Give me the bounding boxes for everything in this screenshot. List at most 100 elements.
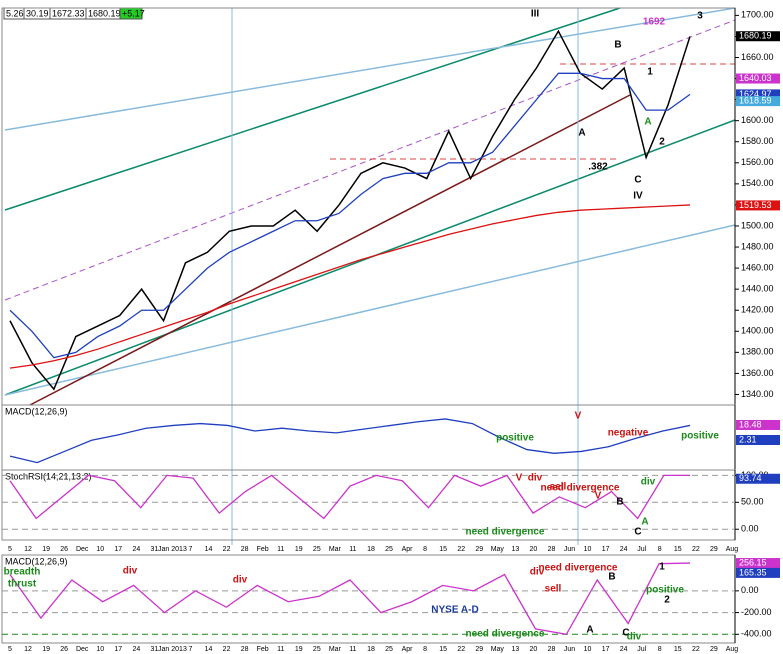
x-tick-label: 17 (602, 546, 610, 553)
value-marker (736, 419, 780, 430)
annotation: div (530, 567, 545, 578)
quote-value: 1672.33 (52, 8, 85, 18)
value-marker-label: 93.74 (739, 473, 762, 483)
y-tick-label: 1460.00 (741, 262, 774, 272)
x-tick-label: 29 (710, 546, 718, 553)
y-tick-label: 1560.00 (741, 157, 774, 167)
x-tick-label: Jul (637, 546, 646, 553)
x-tick-label: 24 (620, 546, 628, 553)
annotation: 3 (697, 11, 703, 22)
x-tick-label: 19 (295, 546, 303, 553)
annotation: positive (681, 431, 719, 442)
annotation: div (233, 575, 248, 586)
annotation: need divergence (466, 629, 545, 640)
x-tick-label: Jan 2013 (158, 646, 187, 653)
value-marker-label: 2.31 (739, 434, 757, 444)
annotation: div (641, 477, 656, 488)
x-tick-label: 11 (277, 646, 284, 653)
annotation: B (614, 40, 621, 51)
x-tick-label: 26 (60, 646, 68, 653)
annotation: need divergence (466, 527, 545, 538)
value-marker (736, 434, 780, 445)
x-tick-label: 17 (602, 646, 610, 653)
x-tick-label: Jul (637, 646, 646, 653)
x-tick-label: 19 (42, 546, 50, 553)
annotation: div (123, 566, 138, 577)
x-tick-label: 26 (60, 546, 68, 553)
value-marker (736, 96, 780, 107)
x-tick-label: 11 (277, 546, 284, 553)
x-tick-label: 18 (367, 546, 375, 553)
x-tick-label: 7 (189, 646, 193, 653)
value-marker-label: 165.35 (739, 567, 767, 577)
annotation: V (595, 491, 602, 502)
x-tick-label: Aug (726, 546, 739, 553)
x-tick-label: Apr (402, 646, 414, 653)
y-tick-label: 1600.00 (741, 115, 774, 125)
annotation: IV (633, 191, 643, 202)
y-tick-label: 1420.00 (741, 305, 774, 315)
y-tick-label: 50.00 (741, 497, 764, 507)
x-tick-label: 7 (189, 546, 193, 553)
annotation: V (516, 473, 523, 484)
x-tick-label: 28 (548, 546, 556, 553)
value-marker (736, 473, 780, 484)
x-tick-label: 15 (674, 546, 682, 553)
x-tick-label: 8 (658, 646, 662, 653)
x-tick-label: 13 (511, 546, 519, 553)
y-tick-label: 1400.00 (741, 326, 774, 336)
annotation: div (528, 473, 543, 484)
x-tick-label: 22 (223, 546, 231, 553)
annotation: B (608, 572, 615, 583)
series-line (9, 29, 691, 391)
annotation: NYSE A-D (431, 605, 478, 616)
quote-value: +5.17 (122, 8, 145, 18)
quote-value: 30.19 (26, 8, 49, 18)
value-marker-label: 1618.59 (739, 95, 772, 105)
x-tick-label: 20 (530, 546, 538, 553)
x-tick-label: 8 (658, 546, 662, 553)
x-tick-label: 25 (313, 546, 321, 553)
x-tick-label: 24 (132, 546, 140, 553)
x-tick-label: 8 (423, 546, 427, 553)
quote-value: 5.26 (6, 8, 24, 18)
value-marker-label: 1640.03 (739, 73, 772, 83)
x-tick-label: 24 (620, 646, 628, 653)
x-tick-label: 14 (205, 546, 213, 553)
x-tick-label: 31 (150, 546, 158, 553)
annotation: need divergence (539, 563, 618, 574)
x-tick-label: 17 (114, 646, 122, 653)
x-tick-label: 20 (530, 646, 538, 653)
x-tick-label: 28 (548, 646, 556, 653)
x-tick-label: 22 (457, 646, 465, 653)
x-tick-label: 10 (96, 546, 104, 553)
x-tick-label: 22 (692, 646, 700, 653)
x-tick-label: 31 (150, 646, 158, 653)
x-tick-label: 25 (385, 646, 393, 653)
x-tick-label: 19 (295, 646, 303, 653)
x-tick-label: Aug (726, 646, 739, 653)
annotation: positive (646, 585, 684, 596)
y-tick-label: 1440.00 (741, 284, 774, 294)
y-tick-label: 1380.00 (741, 347, 774, 357)
x-tick-label: 22 (457, 546, 465, 553)
x-tick-label: 13 (511, 646, 519, 653)
x-tick-label: 28 (241, 546, 249, 553)
annotation: 2 (664, 595, 670, 606)
x-tick-label: 29 (475, 646, 483, 653)
x-tick-label: 17 (114, 546, 122, 553)
series-line (9, 72, 691, 359)
value-marker (736, 567, 780, 578)
x-tick-label: 10 (584, 546, 592, 553)
series-line (9, 562, 691, 636)
annotation: thrust (8, 579, 37, 590)
x-tick-label: 29 (710, 646, 718, 653)
x-tick-label: 5 (8, 646, 12, 653)
x-tick-label: 22 (692, 546, 700, 553)
x-tick-label: 12 (24, 646, 32, 653)
annotation: C (634, 527, 641, 538)
x-tick-label: 14 (205, 646, 213, 653)
x-tick-label: 11 (349, 546, 356, 553)
x-tick-label: 11 (349, 646, 356, 653)
value-marker-label: 1680.19 (739, 31, 772, 41)
